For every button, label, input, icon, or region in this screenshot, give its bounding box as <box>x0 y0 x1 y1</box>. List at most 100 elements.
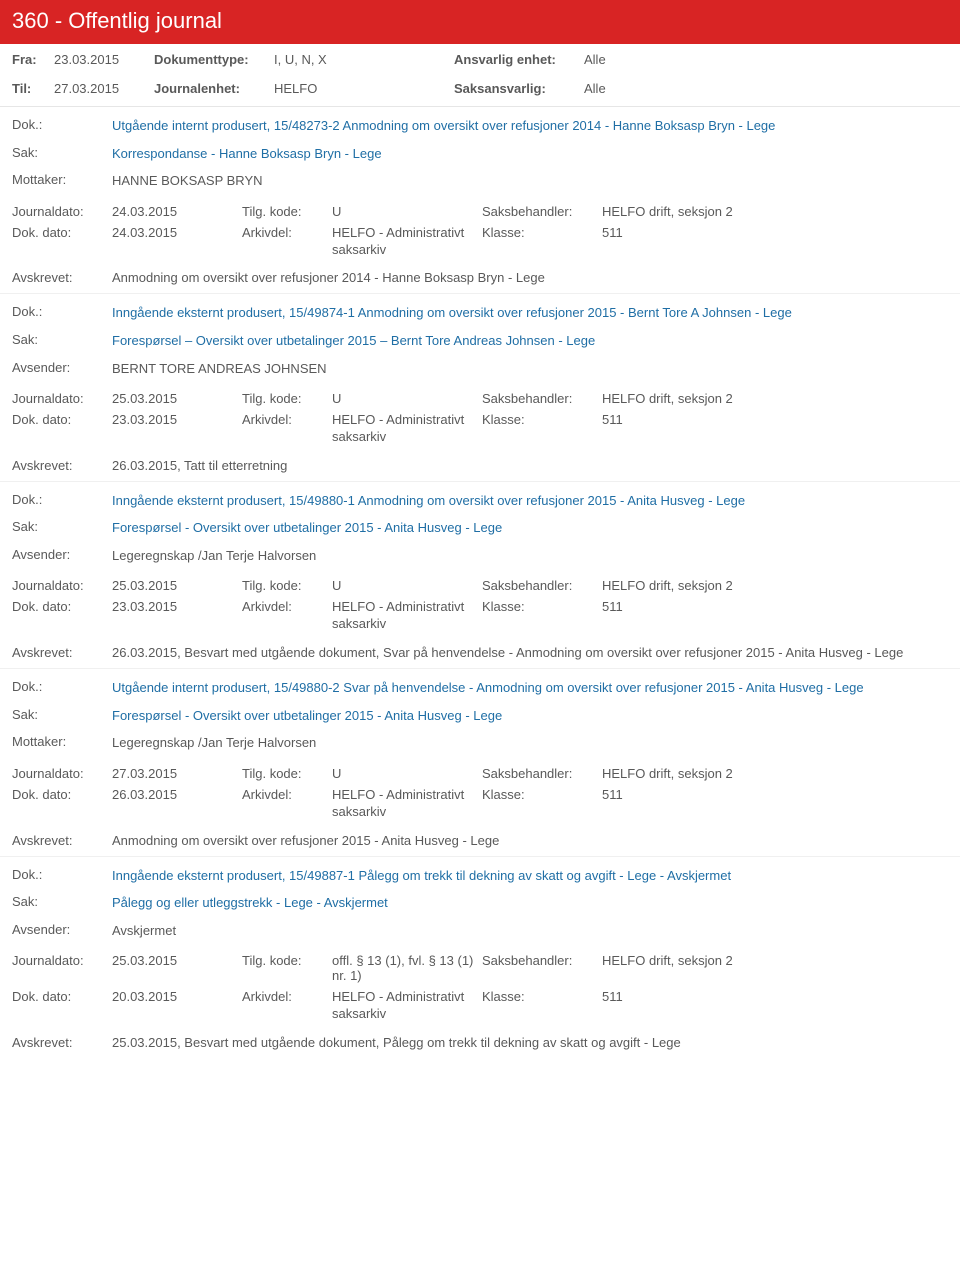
party-label: Mottaker: <box>12 734 112 752</box>
avskrevet-value: Anmodning om oversikt over refusjoner 20… <box>112 270 948 285</box>
avskrevet-label: Avskrevet: <box>12 1035 112 1050</box>
journal-entry: Dok.: Utgående internt produsert, 15/482… <box>0 107 960 294</box>
sak-value: Forespørsel - Oversikt over utbetalinger… <box>112 707 948 725</box>
dokdato-value: 24.03.2015 <box>112 225 242 259</box>
sak-value: Forespørsel – Oversikt over utbetalinger… <box>112 332 948 350</box>
saksbehandler-value: HELFO drift, seksjon 2 <box>602 578 948 593</box>
sak-label: Sak: <box>12 519 112 537</box>
journaldato-value: 25.03.2015 <box>112 578 242 593</box>
arkivdel-label: Arkivdel: <box>242 225 332 259</box>
meta-row-2: Dok. dato: 24.03.2015 Arkivdel: HELFO - … <box>0 221 960 261</box>
tilgkode-value: U <box>332 578 482 593</box>
klasse-label: Klasse: <box>482 989 602 1023</box>
sak-label: Sak: <box>12 332 112 350</box>
avskrevet-value: Anmodning om oversikt over refusjoner 20… <box>112 833 948 848</box>
saksbehandler-label: Saksbehandler: <box>482 204 602 219</box>
avskrevet-label: Avskrevet: <box>12 645 112 660</box>
meta-row-1: Journaldato: 25.03.2015 Tilg. kode: U Sa… <box>0 387 960 408</box>
dokdato-value: 26.03.2015 <box>112 787 242 821</box>
til-label: Til: <box>12 81 54 96</box>
filter-row-2: Til: 27.03.2015 Journalenhet: HELFO Saks… <box>0 73 960 102</box>
avskrevet-label: Avskrevet: <box>12 833 112 848</box>
party-label: Avsender: <box>12 922 112 940</box>
tilgkode-label: Tilg. kode: <box>242 766 332 781</box>
doktype-value: I, U, N, X <box>274 52 454 67</box>
party-label: Mottaker: <box>12 172 112 190</box>
dokdato-value: 23.03.2015 <box>112 599 242 633</box>
journaldato-label: Journaldato: <box>12 391 112 406</box>
tilgkode-label: Tilg. kode: <box>242 578 332 593</box>
arkivdel-value: HELFO - Administrativt saksarkiv <box>332 225 482 259</box>
dok-value: Utgående internt produsert, 15/48273-2 A… <box>112 117 948 135</box>
journaldato-value: 25.03.2015 <box>112 953 242 983</box>
sak-label: Sak: <box>12 145 112 163</box>
party-value: BERNT TORE ANDREAS JOHNSEN <box>112 360 948 378</box>
page-title: 360 - Offentlig journal <box>0 0 960 44</box>
ansvarlig-value: Alle <box>584 52 606 67</box>
avskrevet-value: 26.03.2015, Besvart med utgående dokumen… <box>112 645 948 660</box>
party-value: HANNE BOKSASP BRYN <box>112 172 948 190</box>
dok-label: Dok.: <box>12 492 112 510</box>
tilgkode-value: offl. § 13 (1), fvl. § 13 (1) nr. 1) <box>332 953 482 983</box>
til-value: 27.03.2015 <box>54 81 154 96</box>
journaldato-value: 24.03.2015 <box>112 204 242 219</box>
dokdato-label: Dok. dato: <box>12 787 112 821</box>
avskrevet-row: Avskrevet: Anmodning om oversikt over re… <box>0 823 960 856</box>
saksbehandler-label: Saksbehandler: <box>482 578 602 593</box>
journaldato-label: Journaldato: <box>12 578 112 593</box>
saksbehandler-value: HELFO drift, seksjon 2 <box>602 953 948 983</box>
tilgkode-label: Tilg. kode: <box>242 391 332 406</box>
klasse-label: Klasse: <box>482 599 602 633</box>
journal-entry: Dok.: Inngående eksternt produsert, 15/4… <box>0 294 960 481</box>
sak-value: Pålegg og eller utleggstrekk - Lege - Av… <box>112 894 948 912</box>
arkivdel-value: HELFO - Administrativt saksarkiv <box>332 989 482 1023</box>
party-value: Avskjermet <box>112 922 948 940</box>
avskrevet-row: Avskrevet: 26.03.2015, Besvart med utgåe… <box>0 635 960 668</box>
saksansvarlig-value: Alle <box>584 81 606 96</box>
tilgkode-value: U <box>332 766 482 781</box>
dokdato-label: Dok. dato: <box>12 412 112 446</box>
meta-row-1: Journaldato: 24.03.2015 Tilg. kode: U Sa… <box>0 200 960 221</box>
dok-label: Dok.: <box>12 117 112 135</box>
saksbehandler-label: Saksbehandler: <box>482 391 602 406</box>
dok-label: Dok.: <box>12 679 112 697</box>
saksbehandler-label: Saksbehandler: <box>482 766 602 781</box>
saksbehandler-label: Saksbehandler: <box>482 953 602 983</box>
meta-row-2: Dok. dato: 26.03.2015 Arkivdel: HELFO - … <box>0 783 960 823</box>
party-label: Avsender: <box>12 547 112 565</box>
klasse-value: 511 <box>602 225 948 259</box>
dokdato-value: 23.03.2015 <box>112 412 242 446</box>
filter-row-1: Fra: 23.03.2015 Dokumenttype: I, U, N, X… <box>0 44 960 73</box>
saksbehandler-value: HELFO drift, seksjon 2 <box>602 391 948 406</box>
journaldato-value: 25.03.2015 <box>112 391 242 406</box>
tilgkode-value: U <box>332 391 482 406</box>
dokdato-label: Dok. dato: <box>12 599 112 633</box>
sak-value: Forespørsel - Oversikt over utbetalinger… <box>112 519 948 537</box>
klasse-value: 511 <box>602 989 948 1023</box>
sak-label: Sak: <box>12 707 112 725</box>
journalenhet-value: HELFO <box>274 81 454 96</box>
arkivdel-label: Arkivdel: <box>242 787 332 821</box>
dokdato-value: 20.03.2015 <box>112 989 242 1023</box>
saksbehandler-value: HELFO drift, seksjon 2 <box>602 766 948 781</box>
journal-entry: Dok.: Inngående eksternt produsert, 15/4… <box>0 482 960 669</box>
party-value: Legeregnskap /Jan Terje Halvorsen <box>112 547 948 565</box>
avskrevet-value: 26.03.2015, Tatt til etterretning <box>112 458 948 473</box>
ansvarlig-label: Ansvarlig enhet: <box>454 52 584 67</box>
avskrevet-row: Avskrevet: 26.03.2015, Tatt til etterret… <box>0 448 960 481</box>
avskrevet-label: Avskrevet: <box>12 270 112 285</box>
party-value: Legeregnskap /Jan Terje Halvorsen <box>112 734 948 752</box>
fra-label: Fra: <box>12 52 54 67</box>
sak-label: Sak: <box>12 894 112 912</box>
klasse-value: 511 <box>602 412 948 446</box>
tilgkode-label: Tilg. kode: <box>242 204 332 219</box>
saksansvarlig-label: Saksansvarlig: <box>454 81 584 96</box>
journal-entry: Dok.: Inngående eksternt produsert, 15/4… <box>0 857 960 1058</box>
meta-row-1: Journaldato: 27.03.2015 Tilg. kode: U Sa… <box>0 762 960 783</box>
journaldato-label: Journaldato: <box>12 766 112 781</box>
arkivdel-label: Arkivdel: <box>242 599 332 633</box>
tilgkode-value: U <box>332 204 482 219</box>
party-label: Avsender: <box>12 360 112 378</box>
meta-row-2: Dok. dato: 20.03.2015 Arkivdel: HELFO - … <box>0 985 960 1025</box>
journaldato-label: Journaldato: <box>12 953 112 983</box>
